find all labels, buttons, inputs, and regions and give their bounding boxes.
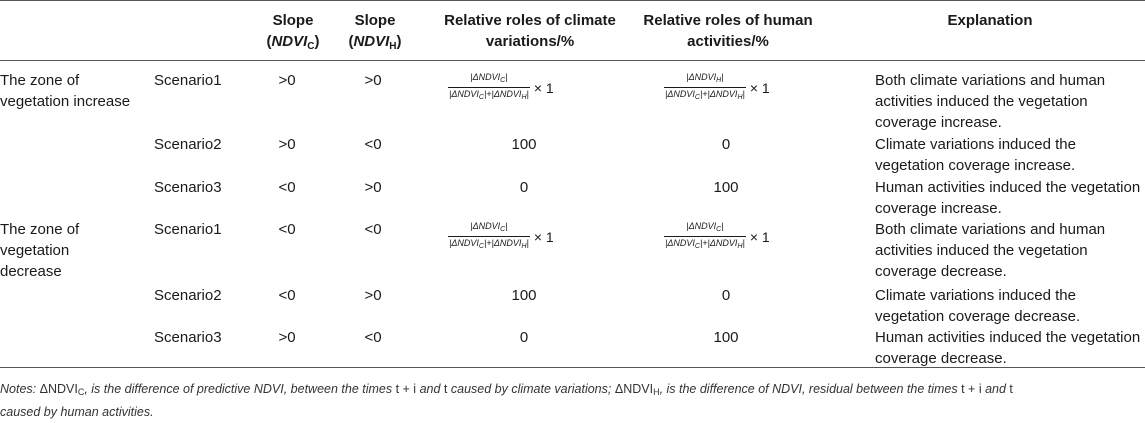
slope-c-value: <0 — [278, 221, 296, 238]
climate-value: 0 — [519, 329, 529, 346]
climate-value: 0 — [519, 179, 529, 196]
climate-formula: |ΔNDVIC| |ΔNDVIC|+|ΔNDVIH| × 1 — [448, 221, 554, 250]
top-rule — [0, 0, 1145, 1]
human-value: 100 — [713, 179, 739, 196]
bottom-rule — [0, 367, 1145, 368]
slope-h-value: <0 — [364, 329, 382, 346]
zone-label-decrease: The zone of vegetation decrease — [0, 221, 80, 280]
slope-h-value: >0 — [364, 287, 382, 304]
slope-c-value: <0 — [278, 287, 296, 304]
slope-h-value: <0 — [364, 136, 382, 153]
scenario-label: Scenario2 — [154, 136, 222, 153]
header-rule — [0, 60, 1145, 61]
slope-h-value: >0 — [364, 72, 382, 89]
slope-h-value: >0 — [364, 179, 382, 196]
climate-value: 100 — [511, 287, 537, 304]
human-value: 0 — [721, 287, 731, 304]
scenario-label: Scenario1 — [154, 72, 222, 89]
slope-c-value: >0 — [278, 136, 296, 153]
zone-label-increase: The zone of vegetation increase — [0, 72, 131, 110]
slope-c-value: <0 — [278, 179, 296, 196]
human-value: 100 — [713, 329, 739, 346]
header-slope-h: Slope (NDVIH) — [348, 12, 402, 52]
climate-formula: |ΔNDVIC| |ΔNDVIC|+|ΔNDVIH| × 1 — [448, 72, 554, 101]
human-formula: |ΔNDVIC| |ΔNDVIC|+|ΔNDVIH| × 1 — [664, 221, 770, 250]
human-formula: |ΔNDVIH| |ΔNDVIC|+|ΔNDVIH| × 1 — [664, 72, 770, 101]
scenario-label: Scenario3 — [154, 179, 222, 196]
explanation-text: Human activities induced the vegetation … — [875, 329, 1141, 367]
explanation-text: Climate variations induced the vegetatio… — [875, 287, 1081, 325]
scenario-label: Scenario1 — [154, 221, 222, 238]
human-value: 0 — [721, 136, 731, 153]
table-notes: Notes: ΔNDVIC, is the difference of pred… — [0, 382, 1013, 419]
climate-value: 100 — [511, 136, 537, 153]
explanation-text: Both climate variations and human activi… — [875, 72, 1106, 131]
slope-c-value: >0 — [278, 329, 296, 346]
header-slope-c: Slope (NDVIC) — [266, 12, 320, 52]
header-explanation: Explanation — [947, 12, 1033, 29]
scenario-label: Scenario3 — [154, 329, 222, 346]
scenario-label: Scenario2 — [154, 287, 222, 304]
explanation-text: Human activities induced the vegetation … — [875, 179, 1141, 217]
slope-c-value: >0 — [278, 72, 296, 89]
slope-h-value: <0 — [364, 221, 382, 238]
header-human-role: Relative roles of human activities/% — [643, 12, 813, 50]
header-climate-role: Relative roles of climate variations/% — [444, 12, 616, 50]
explanation-text: Climate variations induced the vegetatio… — [875, 136, 1076, 174]
explanation-text: Both climate variations and human activi… — [875, 221, 1106, 280]
